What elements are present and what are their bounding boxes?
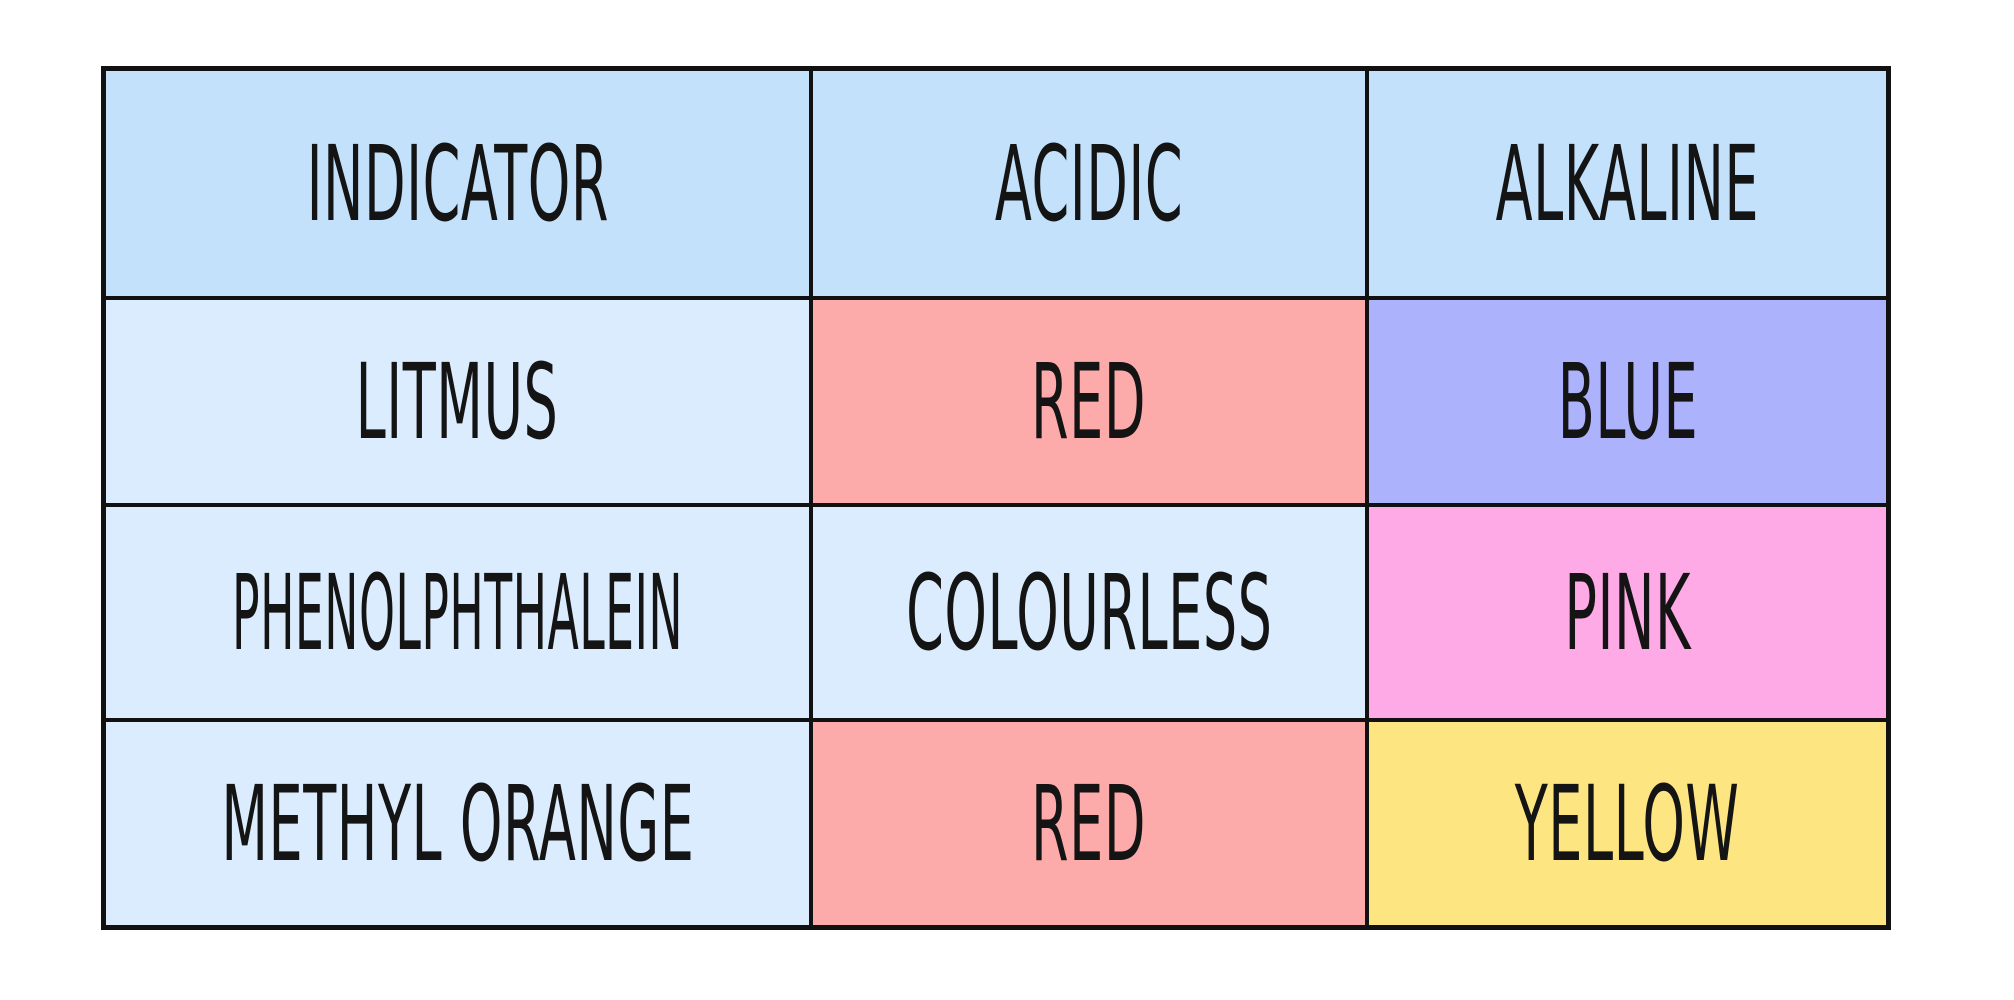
header-label-indicator: INDICATOR (306, 122, 609, 245)
header-label-acidic: ACIDIC (994, 122, 1184, 245)
header-cell-alkaline: ALKALINE (1369, 71, 1886, 300)
indicator-name: PHENOLPHTHALEIN (231, 551, 684, 674)
table-cell-acidic-color: COLOURLESS (813, 507, 1369, 722)
alkaline-color-text: YELLOW (1515, 762, 1740, 885)
table-cell-acidic-color: RED (813, 300, 1369, 507)
table-cell-alkaline-color: BLUE (1369, 300, 1886, 507)
table-cell-acidic-color: RED (813, 722, 1369, 925)
alkaline-color-text: BLUE (1557, 340, 1698, 463)
table-cell-alkaline-color: YELLOW (1369, 722, 1886, 925)
alkaline-color-text: PINK (1564, 551, 1691, 674)
header-cell-indicator: INDICATOR (106, 71, 813, 300)
indicator-color-table: INDICATOR ACIDIC ALKALINE LITMUS RED BLU… (101, 66, 1891, 930)
acidic-color-text: RED (1031, 762, 1147, 885)
table-cell-alkaline-color: PINK (1369, 507, 1886, 722)
acidic-color-text: RED (1031, 340, 1147, 463)
indicator-name: LITMUS (356, 340, 559, 463)
table-cell-indicator-name: METHYL ORANGE (106, 722, 813, 925)
table-cell-indicator-name: LITMUS (106, 300, 813, 507)
acidic-color-text: COLOURLESS (905, 551, 1273, 674)
table-cell-indicator-name: PHENOLPHTHALEIN (106, 507, 813, 722)
header-label-alkaline: ALKALINE (1495, 122, 1760, 245)
header-cell-acidic: ACIDIC (813, 71, 1369, 300)
indicator-name: METHYL ORANGE (220, 762, 695, 885)
